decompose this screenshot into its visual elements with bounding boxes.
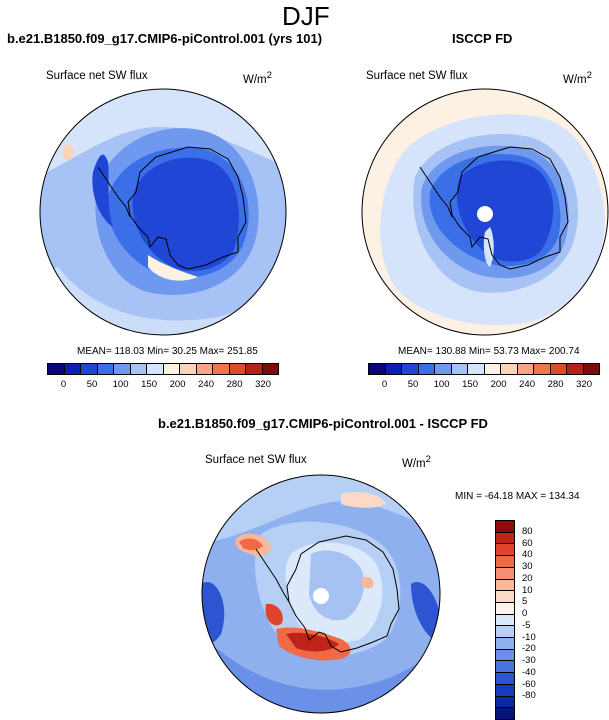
panel3-colorbar-tick-label: 30: [522, 561, 533, 573]
panel3-colorbar-swatch: [496, 601, 514, 614]
panel2-colorbar-tick-label: 240: [519, 379, 535, 390]
panel3-colorbar-swatch: [496, 637, 514, 649]
panel3-colorbar-swatch: [496, 531, 514, 544]
panel3-colorbar: [495, 520, 515, 720]
panel1-colorbar-swatch: [80, 364, 97, 374]
panel1-colorbar-tick-label: 150: [141, 379, 157, 390]
panel3-colorbar-swatch: [496, 672, 514, 684]
panel1-stats: MEAN= 118.03 Min= 30.25 Max= 251.85: [77, 346, 258, 357]
panel1-colorbar-tick-label: 200: [169, 379, 186, 390]
panel2-colorbar: [368, 363, 600, 375]
panel1-colorbar-tick-label: 0: [60, 379, 67, 390]
panel2-colorbar-swatch: [467, 364, 484, 374]
panel2-colorbar-swatch: [434, 364, 451, 374]
panel3-colorbar-swatch: [496, 625, 514, 638]
panel3-colorbar-swatch: [496, 707, 514, 719]
panel3-polar-map: [201, 474, 441, 714]
panel1-colorbar-swatch: [245, 364, 262, 374]
panel1-colorbar-swatch: [179, 364, 196, 374]
panel3-colorbar-labels: 80 60 40 30 20 10 5 0 -5 -10 -20 -30 -40 -60 -80: [520, 520, 560, 720]
panel2-colorbar-swatch: [417, 364, 434, 374]
panel3-colorbar-swatch: [496, 590, 514, 602]
figure-title: DJF: [282, 1, 330, 31]
panel3-colorbar-swatch: [496, 543, 514, 556]
panel3-colorbar-tick-label: -30: [522, 655, 536, 667]
panel1-polar-map: [39, 88, 287, 336]
panel3-colorbar-tick-label: 40: [522, 549, 533, 561]
panel3-stats: MIN = -64.18 MAX = 134.34: [455, 491, 580, 502]
panel1-title: b.e21.B1850.f09_g17.CMIP6-piControl.001 …: [7, 31, 323, 46]
panel1-colorbar-tick-label: 280: [226, 379, 243, 390]
panel2-title: ISCCP FD: [452, 31, 513, 46]
panel2-colorbar-tick-label: 320: [576, 379, 592, 390]
panel3-colorbar-tick-label: -80: [522, 690, 536, 702]
panel1-colorbar-tick-label: 320: [255, 379, 271, 390]
panel1-colorbar-swatch: [96, 364, 113, 374]
panel2-colorbar-swatch: [483, 364, 500, 374]
panel3-colorbar-swatch: [496, 566, 514, 579]
panel3-colorbar-swatch: [496, 648, 514, 661]
panel1-colorbar-swatch: [146, 364, 163, 374]
panel1-variable: Surface net SW flux: [46, 70, 148, 82]
panel2-colorbar-swatch: [401, 364, 418, 374]
panel1-colorbar: [47, 363, 279, 375]
panel1-colorbar-tick-label: 50: [86, 379, 98, 390]
panel1-colorbar-swatch: [228, 364, 245, 374]
panel1-colorbar-labels: 0 50 100 150 200 240 280 320: [47, 379, 279, 391]
panel2-colorbar-swatch: [566, 364, 583, 374]
panel1-colorbar-swatch: [261, 364, 278, 374]
panel2-colorbar-tick-label: 280: [547, 379, 564, 390]
panel1-colorbar-tick-label: 240: [198, 379, 214, 390]
panel3-colorbar-tick-label: 20: [522, 572, 533, 584]
panel2-colorbar-swatch: [384, 364, 401, 374]
panel3-colorbar-swatch: [496, 521, 514, 532]
panel1-colorbar-swatch: [63, 364, 80, 374]
panel3-colorbar-swatch: [496, 695, 514, 708]
panel2-colorbar-swatch: [582, 364, 599, 374]
panel3-colorbar-swatch: [496, 555, 514, 567]
panel2-colorbar-swatch: [450, 364, 467, 374]
panel1-colorbar-swatch: [113, 364, 130, 374]
panel2-polar-map: [361, 88, 609, 336]
panel2-colorbar-tick-label: 100: [433, 379, 450, 390]
panel3-colorbar-swatch: [496, 660, 514, 673]
panel3-colorbar-tick-label: 80: [522, 525, 533, 537]
panel3-title: b.e21.B1850.f09_g17.CMIP6-piControl.001 …: [158, 416, 488, 431]
panel3-colorbar-tick-label: -60: [522, 678, 536, 690]
panel3-colorbar-tick-label: 0: [522, 608, 528, 620]
panel1-colorbar-swatch: [195, 364, 212, 374]
panel2-colorbar-tick-label: 50: [407, 379, 419, 390]
panel1-colorbar-swatch: [212, 364, 229, 374]
panel3-colorbar-swatch: [496, 613, 514, 626]
panel3-colorbar-swatch: [496, 683, 514, 696]
panel1-colorbar-tick-label: 100: [112, 379, 129, 390]
panel3-units: W/m2: [402, 454, 431, 470]
panel2-colorbar-swatch: [516, 364, 533, 374]
panel2-colorbar-labels: 0 50 100 150 200 240 280 320: [368, 379, 600, 391]
panel1-colorbar-swatch: [162, 364, 179, 374]
panel2-colorbar-tick-label: 150: [462, 379, 478, 390]
panel1-colorbar-swatch: [129, 364, 146, 374]
panel3-colorbar-tick-label: -40: [522, 666, 536, 678]
panel3-variable: Surface net SW flux: [205, 454, 307, 466]
panel2-colorbar-swatch: [500, 364, 517, 374]
panel1-colorbar-swatch: [48, 364, 64, 374]
panel3-colorbar-swatch: [496, 578, 514, 591]
panel3-colorbar-tick-label: -10: [522, 631, 536, 643]
panel3-colorbar-tick-label: 10: [522, 584, 533, 596]
panel3-colorbar-tick-label: -20: [522, 643, 536, 655]
panel2-variable: Surface net SW flux: [366, 70, 468, 82]
panel2-colorbar-swatch: [369, 364, 385, 374]
panel2-colorbar-swatch: [549, 364, 566, 374]
panel2-stats: MEAN= 130.88 Min= 53.73 Max= 200.74: [398, 346, 580, 357]
panel3-colorbar-tick-label: -5: [522, 619, 531, 631]
panel2-colorbar-tick-label: 0: [381, 379, 388, 390]
panel2-colorbar-swatch: [533, 364, 550, 374]
panel2-colorbar-tick-label: 200: [490, 379, 507, 390]
panel3-colorbar-tick-label: 5: [522, 596, 528, 608]
panel1-units: W/m2: [243, 70, 272, 86]
panel3-colorbar-tick-label: 60: [522, 537, 533, 549]
panel2-units: W/m2: [563, 70, 592, 86]
